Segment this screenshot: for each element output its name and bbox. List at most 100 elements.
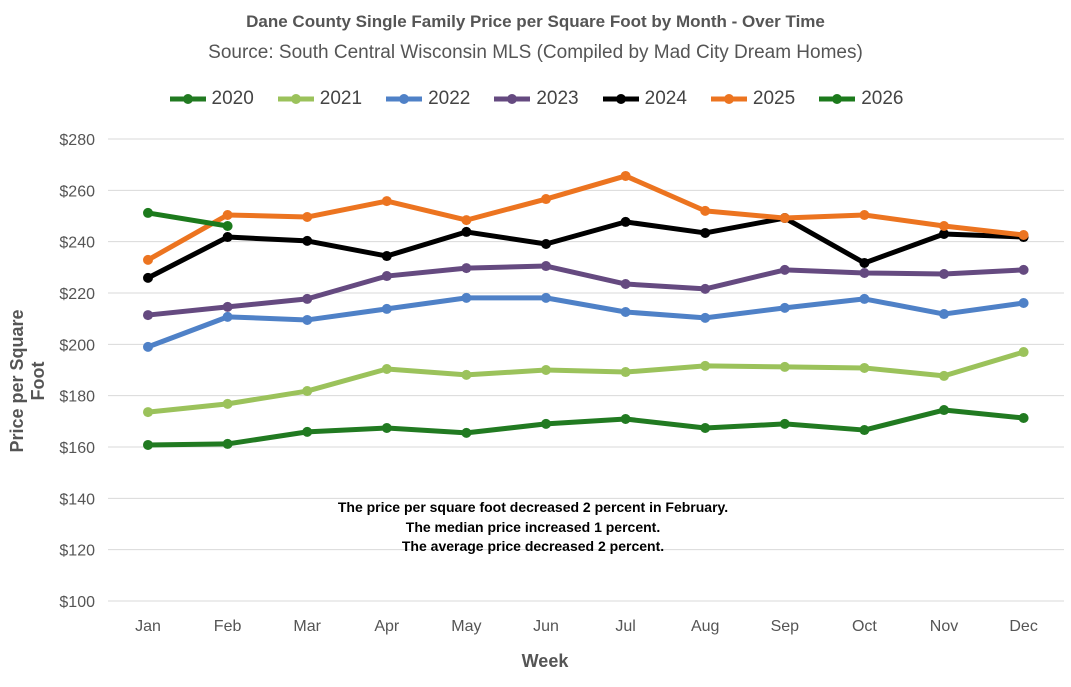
data-point-2025 (381, 196, 392, 207)
data-point-2023 (461, 263, 472, 274)
data-point-2025 (302, 212, 313, 223)
data-point-2022 (1018, 298, 1029, 309)
data-point-2023 (143, 310, 153, 321)
data-point-2023 (700, 283, 711, 294)
annotation: The price per square foot decreased 2 pe… (233, 498, 833, 557)
data-point-2023 (302, 293, 313, 304)
data-point-2023 (1018, 264, 1029, 275)
data-point-2020 (143, 439, 153, 450)
y-tick-label: $280 (59, 132, 95, 149)
data-point-2020 (939, 405, 949, 416)
series-line-2024 (146, 215, 1024, 281)
annotation-line: The median price increased 1 percent. (405, 518, 661, 535)
data-point-2023 (779, 264, 790, 275)
data-point-2023 (222, 301, 233, 312)
data-point-2024 (620, 216, 631, 227)
x-tick-label: Feb (214, 618, 242, 635)
data-point-2021 (541, 365, 551, 375)
y-tick-label: $240 (59, 235, 95, 252)
x-tick-label: Aug (691, 618, 719, 635)
data-point-2023 (381, 271, 392, 282)
data-point-2022 (541, 292, 551, 303)
legend-item-2024: 2024 (601, 88, 687, 110)
data-point-2025 (700, 205, 711, 216)
y-tick-label: $140 (59, 491, 95, 508)
data-point-2025 (939, 221, 949, 232)
data-point-2020 (302, 426, 313, 437)
data-point-2022 (620, 306, 631, 317)
legend-label: 2021 (319, 88, 363, 109)
data-point-2022 (302, 314, 313, 325)
data-point-2025 (541, 194, 551, 205)
data-point-2025 (779, 213, 790, 224)
series-line-2026 (147, 210, 229, 229)
data-point-2024 (859, 257, 870, 268)
legend-marker (494, 94, 531, 104)
series-line-2021 (147, 349, 1025, 415)
data-point-2021 (1018, 347, 1029, 358)
x-tick-label: Nov (930, 618, 958, 635)
data-point-2021 (939, 370, 949, 381)
data-point-2020 (700, 423, 711, 434)
y-axis-label: Price per Square Foot (7, 309, 48, 453)
data-point-2021 (143, 407, 153, 418)
data-point-2020 (1018, 412, 1029, 423)
y-tick-label: $220 (59, 286, 95, 303)
data-point-2023 (859, 267, 870, 278)
x-tick-label: Jan (135, 618, 161, 635)
legend-label: 2026 (861, 88, 904, 109)
annotation-line: The price per square foot decreased 2 pe… (337, 499, 729, 515)
legend-label: 2024 (644, 88, 687, 109)
legend-marker (386, 94, 423, 104)
series-line-2022 (147, 295, 1024, 350)
data-point-2024 (222, 232, 233, 243)
legend-item-2021: 2021 (276, 88, 362, 110)
y-tick-label: $180 (59, 389, 95, 406)
data-point-2020 (620, 414, 631, 425)
data-point-2024 (461, 226, 472, 237)
data-point-2024 (700, 227, 711, 238)
data-point-2020 (222, 438, 233, 449)
data-point-2025 (461, 215, 472, 226)
legend-item-2026: 2026 (817, 88, 903, 110)
data-point-2020 (779, 418, 790, 429)
chart-title: Dane County Single Family Price per Squa… (246, 12, 825, 31)
data-point-2021 (381, 363, 392, 374)
series-line-2023 (147, 263, 1024, 318)
series-line-2025 (146, 173, 1024, 263)
data-point-2020 (859, 425, 870, 436)
legend-marker (277, 94, 314, 104)
x-tick-label: Oct (852, 618, 877, 635)
data-point-2021 (302, 386, 313, 397)
legend-label: 2022 (428, 88, 471, 109)
data-point-2020 (381, 423, 392, 434)
data-point-2022 (222, 311, 233, 322)
legend: 2020 2021 2022 2023 2024 2025 2026 (0, 88, 1071, 110)
data-point-2024 (381, 251, 392, 262)
data-point-2025 (1018, 229, 1029, 240)
data-point-2024 (541, 238, 551, 249)
data-point-2025 (859, 209, 870, 220)
legend-label: 2023 (536, 88, 579, 109)
legend-item-2023: 2023 (492, 88, 579, 110)
legend-item-2020: 2020 (168, 88, 254, 110)
annotation-line: The average price decreased 2 percent. (401, 538, 665, 554)
data-point-2025 (620, 170, 631, 181)
y-tick-label: $100 (59, 594, 95, 611)
data-point-2026 (222, 221, 233, 232)
chart-subtitle: Source: South Central Wisconsin MLS (Com… (208, 42, 863, 63)
legend-item-2022: 2022 (384, 88, 470, 110)
data-point-2026 (143, 207, 153, 218)
legend-marker (819, 94, 856, 104)
data-point-2021 (700, 360, 711, 371)
data-point-2022 (939, 309, 949, 320)
x-tick-label: Jul (615, 618, 635, 635)
x-axis-label: Week (521, 651, 569, 671)
data-point-2023 (939, 269, 949, 280)
data-point-2024 (143, 272, 153, 283)
x-tick-label: Jun (533, 618, 559, 635)
data-point-2023 (620, 279, 631, 290)
legend-marker (710, 94, 747, 104)
